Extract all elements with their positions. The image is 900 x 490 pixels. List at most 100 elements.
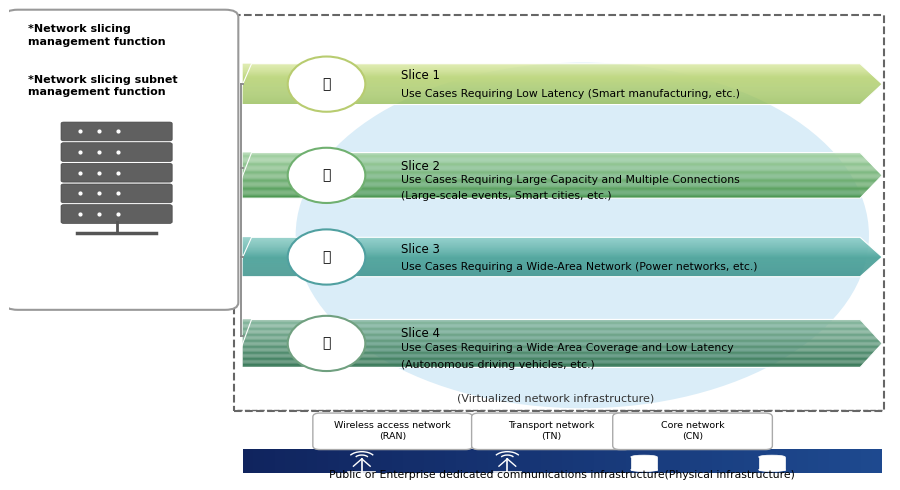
Polygon shape <box>243 240 865 241</box>
Polygon shape <box>243 273 865 274</box>
Ellipse shape <box>587 101 807 197</box>
Polygon shape <box>243 276 861 277</box>
Polygon shape <box>743 449 754 473</box>
Polygon shape <box>765 449 776 473</box>
Text: 🏢: 🏢 <box>322 250 330 264</box>
Polygon shape <box>659 449 669 473</box>
Text: *Network slicing subnet
management function: *Network slicing subnet management funct… <box>29 74 178 97</box>
Polygon shape <box>243 85 881 86</box>
Polygon shape <box>349 449 360 473</box>
Polygon shape <box>243 80 879 81</box>
Polygon shape <box>243 249 875 250</box>
Polygon shape <box>243 170 878 171</box>
Polygon shape <box>850 449 861 473</box>
Polygon shape <box>402 449 413 473</box>
Polygon shape <box>360 449 371 473</box>
Polygon shape <box>243 330 871 331</box>
Polygon shape <box>243 93 872 95</box>
Polygon shape <box>243 319 861 320</box>
Polygon shape <box>243 92 873 93</box>
Polygon shape <box>243 327 868 328</box>
Polygon shape <box>243 189 868 190</box>
Ellipse shape <box>759 455 785 459</box>
Polygon shape <box>243 69 867 70</box>
Polygon shape <box>520 449 530 473</box>
Polygon shape <box>243 324 866 325</box>
FancyBboxPatch shape <box>613 413 772 449</box>
Ellipse shape <box>288 229 365 285</box>
Polygon shape <box>594 449 605 473</box>
Polygon shape <box>829 449 840 473</box>
Polygon shape <box>243 357 870 358</box>
Polygon shape <box>243 101 863 102</box>
Polygon shape <box>243 152 861 154</box>
Ellipse shape <box>288 148 365 203</box>
Polygon shape <box>243 268 870 269</box>
Polygon shape <box>243 95 871 96</box>
FancyBboxPatch shape <box>631 457 657 470</box>
Polygon shape <box>818 449 829 473</box>
Polygon shape <box>243 87 879 88</box>
Polygon shape <box>243 158 867 159</box>
Polygon shape <box>243 64 861 65</box>
Polygon shape <box>648 449 659 473</box>
Polygon shape <box>318 449 328 473</box>
Text: (Autonomous driving vehicles, etc.): (Autonomous driving vehicles, etc.) <box>401 360 595 370</box>
Polygon shape <box>243 341 881 342</box>
Polygon shape <box>243 171 879 172</box>
Polygon shape <box>243 191 867 193</box>
Polygon shape <box>243 159 868 161</box>
Polygon shape <box>680 449 690 473</box>
Polygon shape <box>243 246 871 247</box>
Polygon shape <box>296 449 307 473</box>
Polygon shape <box>243 91 875 92</box>
Polygon shape <box>243 70 868 71</box>
Polygon shape <box>243 245 870 246</box>
Polygon shape <box>243 176 881 178</box>
Text: Use Cases Requiring Large Capacity and Multiple Connections: Use Cases Requiring Large Capacity and M… <box>401 175 740 185</box>
Text: 🚐: 🚐 <box>322 337 330 350</box>
Polygon shape <box>243 73 871 74</box>
Polygon shape <box>243 89 877 90</box>
Polygon shape <box>243 161 868 162</box>
Polygon shape <box>243 78 877 79</box>
Polygon shape <box>243 363 865 364</box>
Text: Use Cases Requiring a Wide-Area Network (Power networks, etc.): Use Cases Requiring a Wide-Area Network … <box>401 262 758 272</box>
Polygon shape <box>243 67 865 68</box>
Polygon shape <box>584 449 594 473</box>
Polygon shape <box>616 449 626 473</box>
Polygon shape <box>243 352 875 353</box>
Polygon shape <box>243 364 863 365</box>
FancyBboxPatch shape <box>61 163 172 182</box>
Polygon shape <box>243 154 862 155</box>
Polygon shape <box>243 79 878 80</box>
Polygon shape <box>243 65 862 66</box>
Polygon shape <box>243 244 868 245</box>
FancyBboxPatch shape <box>61 122 172 141</box>
Polygon shape <box>723 449 733 473</box>
Polygon shape <box>243 83 882 84</box>
Polygon shape <box>243 243 868 244</box>
Polygon shape <box>243 162 870 163</box>
Polygon shape <box>243 320 862 322</box>
Polygon shape <box>754 449 765 473</box>
Polygon shape <box>243 346 880 347</box>
Polygon shape <box>243 194 865 195</box>
Polygon shape <box>307 449 318 473</box>
Polygon shape <box>796 449 807 473</box>
FancyBboxPatch shape <box>61 205 172 223</box>
Polygon shape <box>243 68 866 69</box>
Polygon shape <box>243 343 882 344</box>
Polygon shape <box>861 449 871 473</box>
Polygon shape <box>573 449 584 473</box>
Polygon shape <box>243 336 877 338</box>
Polygon shape <box>243 264 875 265</box>
Polygon shape <box>243 165 873 166</box>
Polygon shape <box>243 331 872 333</box>
Polygon shape <box>243 82 881 83</box>
Polygon shape <box>243 84 882 85</box>
Polygon shape <box>371 449 382 473</box>
Polygon shape <box>243 185 873 186</box>
Polygon shape <box>243 164 872 165</box>
Polygon shape <box>701 449 712 473</box>
